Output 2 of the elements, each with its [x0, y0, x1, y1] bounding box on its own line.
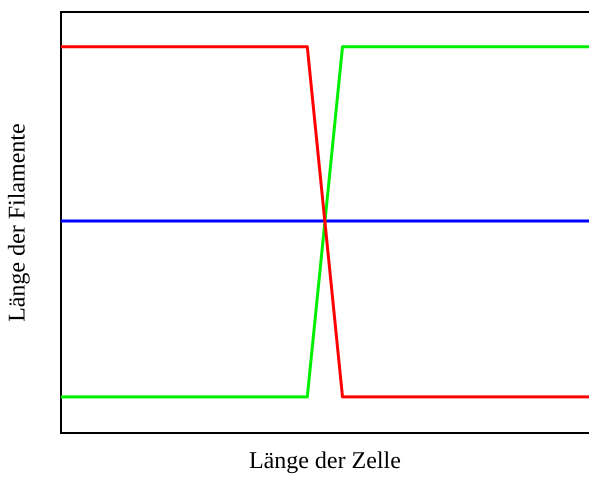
x-axis-title: Länge der Zelle	[248, 448, 401, 474]
y-axis-title: Länge der Filamente	[4, 123, 31, 322]
